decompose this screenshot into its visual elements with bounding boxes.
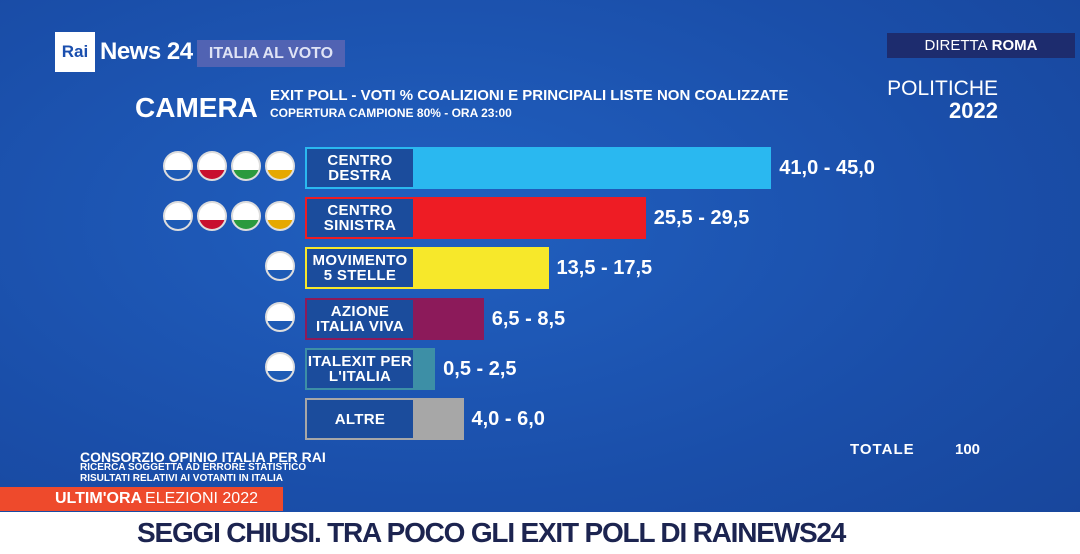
party-logo-icon bbox=[197, 201, 227, 231]
chart-title: EXIT POLL - VOTI % COALIZIONI E PRINCIPA… bbox=[270, 87, 789, 104]
category-label: AZIONE ITALIA VIVA bbox=[305, 298, 415, 340]
election-label: POLITICHE 2022 bbox=[887, 78, 998, 122]
value-label: 41,0 - 45,0 bbox=[779, 157, 875, 179]
party-logos bbox=[265, 251, 295, 281]
party-logos bbox=[163, 201, 295, 231]
bar bbox=[415, 398, 464, 440]
party-logo-icon bbox=[231, 151, 261, 181]
party-logo-icon bbox=[265, 352, 295, 382]
chart-row: CENTRO SINISTRA 25,5 - 29,5 bbox=[0, 197, 1080, 239]
total-label: TOTALE bbox=[850, 441, 915, 458]
category-label: CENTRO SINISTRA bbox=[305, 197, 415, 239]
value-label: 25,5 - 29,5 bbox=[653, 207, 750, 229]
news-ticker: SEGGI CHIUSI. TRA POCO GLI EXIT POLL DI … bbox=[0, 512, 1080, 554]
breaking-label: ULTIM'ORA bbox=[55, 490, 143, 507]
value-label: 13,5 - 17,5 bbox=[556, 257, 653, 279]
chart-row: ITALEXIT PER L'ITALIA 0,5 - 2,5 bbox=[0, 348, 1080, 390]
house-title: CAMERA bbox=[135, 92, 258, 123]
bar bbox=[415, 197, 646, 239]
live-prefix: DIRETTA bbox=[924, 37, 988, 54]
total-value: 100 bbox=[955, 441, 981, 458]
category-label: ALTRE bbox=[305, 398, 415, 440]
party-logo-icon bbox=[265, 201, 295, 231]
note-error: RICERCA SOGGETTA AD ERRORE STATISTICO bbox=[80, 462, 307, 473]
chart-subtitle: COPERTURA CAMPIONE 80% - ORA 23:00 bbox=[270, 106, 512, 120]
party-logo-icon bbox=[265, 151, 295, 181]
party-logo-icon bbox=[197, 151, 227, 181]
party-logo-icon bbox=[163, 151, 193, 181]
value-label: 6,5 - 8,5 bbox=[491, 308, 566, 330]
category-label: CENTRO DESTRA bbox=[305, 147, 415, 189]
note-voters: RISULTATI RELATIVI AI VOTANTI IN ITALIA bbox=[80, 473, 283, 484]
rai-logo: Rai bbox=[55, 32, 95, 72]
party-logos bbox=[265, 302, 295, 332]
program-label: ITALIA AL VOTO bbox=[197, 40, 345, 67]
bar bbox=[415, 348, 436, 390]
party-logo-icon bbox=[231, 201, 261, 231]
live-badge: DIRETTA ROMA bbox=[887, 33, 1075, 58]
party-logos bbox=[265, 352, 295, 382]
chart-row: CENTRO DESTRA 41,0 - 45,0 bbox=[0, 147, 1080, 189]
live-city: ROMA bbox=[991, 37, 1038, 54]
chart-row: MOVIMENTO 5 STELLE 13,5 - 17,5 bbox=[0, 247, 1080, 289]
party-logos bbox=[163, 151, 295, 181]
category-label: ITALEXIT PER L'ITALIA bbox=[305, 348, 415, 390]
election-year: 2022 bbox=[949, 98, 998, 123]
value-label: 0,5 - 2,5 bbox=[443, 358, 517, 380]
chart-row: AZIONE ITALIA VIVA 6,5 - 8,5 bbox=[0, 298, 1080, 340]
value-label: 4,0 - 6,0 bbox=[471, 408, 545, 430]
party-logo-icon bbox=[163, 201, 193, 231]
news24-logo: News 24 bbox=[100, 38, 193, 65]
breaking-tag: ULTIM'ORA ELEZIONI 2022 bbox=[0, 487, 283, 511]
party-logo-icon bbox=[265, 302, 295, 332]
bar bbox=[415, 298, 484, 340]
bar bbox=[415, 147, 772, 189]
source: CONSORZIO OPINIO ITALIA PER RAI bbox=[80, 449, 326, 465]
breaking-topic: ELEZIONI 2022 bbox=[145, 490, 258, 507]
bar bbox=[415, 247, 549, 289]
party-logo-icon bbox=[265, 251, 295, 281]
chart-row: ALTRE 4,0 - 6,0 bbox=[0, 398, 1080, 440]
category-label: MOVIMENTO 5 STELLE bbox=[305, 247, 415, 289]
election-name: POLITICHE bbox=[887, 77, 998, 100]
